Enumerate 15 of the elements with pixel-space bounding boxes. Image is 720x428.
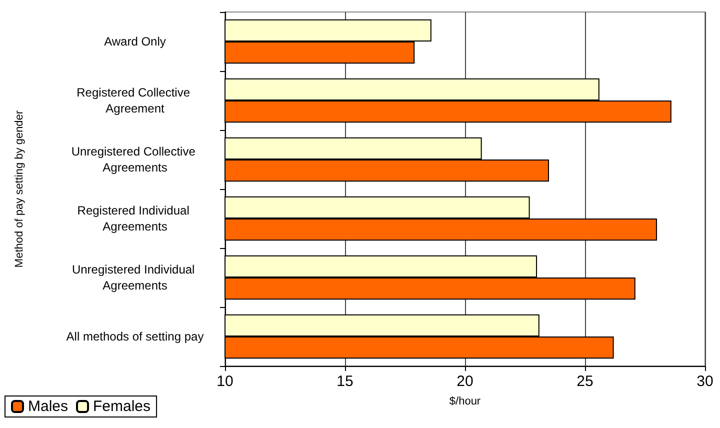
legend-label: Females <box>93 398 151 415</box>
y-axis-title: Method of pay setting by gender <box>14 110 26 268</box>
y-tick-label: Registered Individual Agreements <box>77 204 193 234</box>
y-tick-label: Award Only <box>104 34 166 48</box>
x-tick-label: 20 <box>456 373 474 390</box>
legend-label: Males <box>28 398 68 415</box>
x-tick-label: 10 <box>216 373 234 390</box>
x-tick-label: 30 <box>696 373 714 390</box>
x-tick-label: 25 <box>576 373 594 390</box>
y-tick-label: Unregistered Individual Agreements <box>72 262 198 292</box>
y-tick-label: Unregistered Collective Agreements <box>71 144 199 174</box>
y-tick-label: All methods of setting pay <box>66 330 204 344</box>
y-tick-label: Registered Collective Agreement <box>76 86 194 116</box>
x-tick-label: 15 <box>336 373 354 390</box>
x-axis-title: $/hour <box>449 396 481 408</box>
